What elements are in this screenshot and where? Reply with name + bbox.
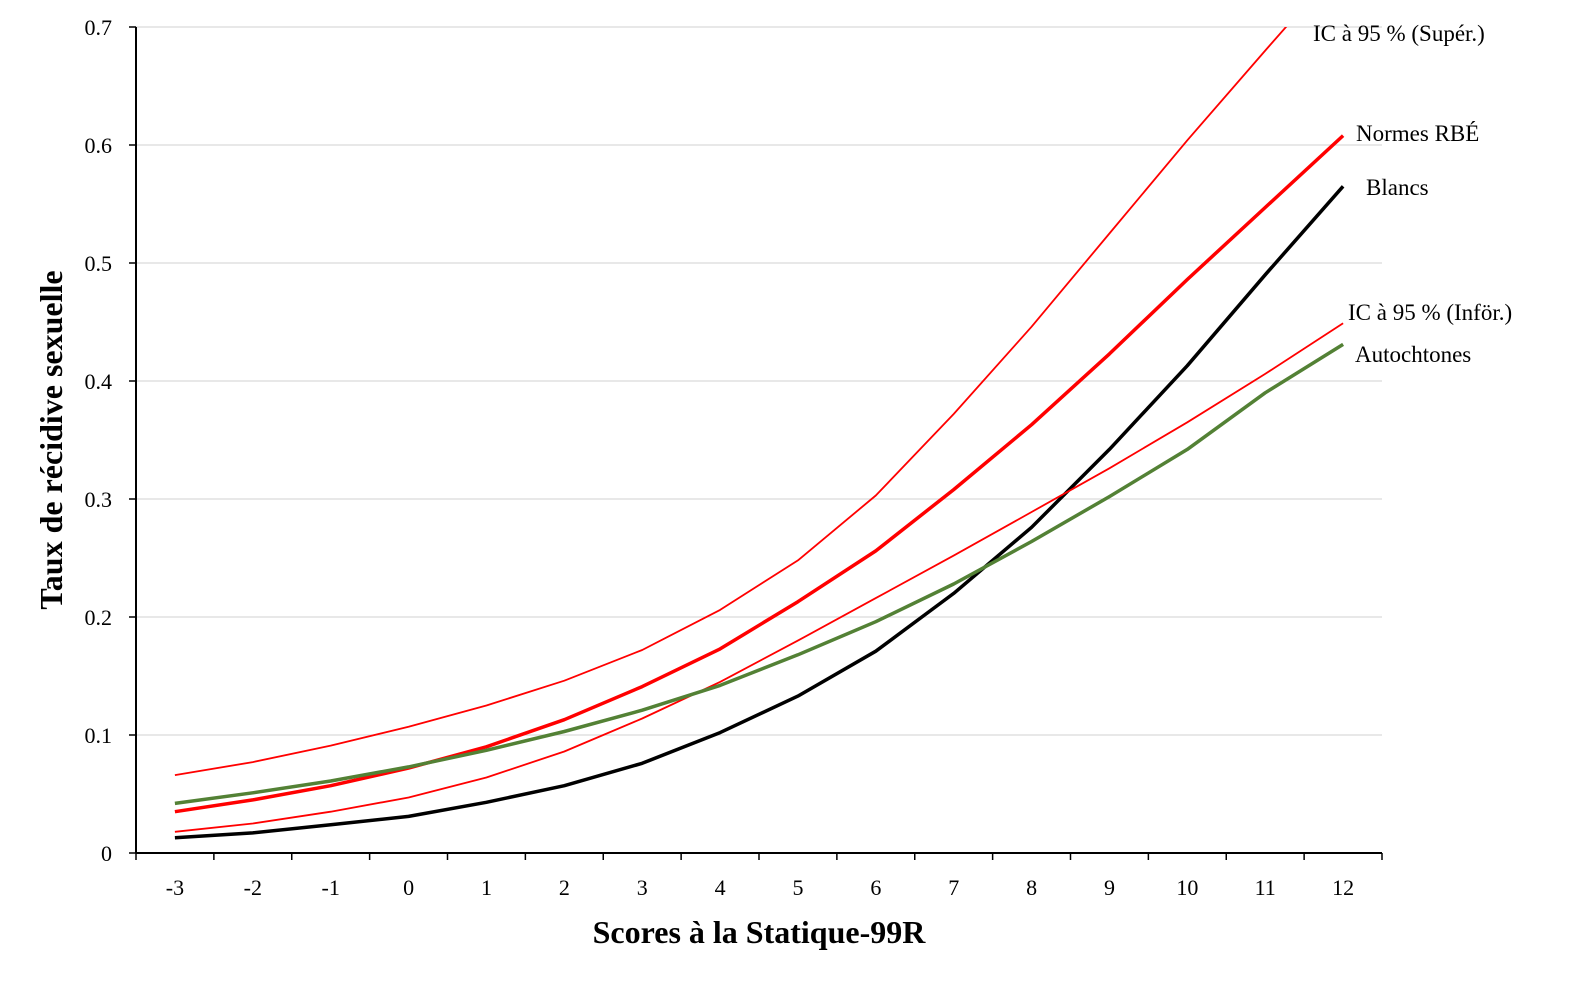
y-tick-label: 0.5: [85, 251, 113, 276]
x-axis-title: Scores à la Statique-99R: [593, 914, 927, 950]
series-labels: IC à 95 % (Supér.) Normes RBÉ Blancs IC à 9…: [1313, 21, 1512, 367]
y-tick-label: 0.7: [85, 15, 113, 40]
x-tick-label: -2: [244, 875, 262, 900]
y-tick-label: 0.3: [85, 487, 113, 512]
gridlines: [136, 26, 1382, 736]
x-tick-label: 10: [1176, 875, 1198, 900]
y-tick-label: 0.2: [85, 605, 113, 630]
series-line-ic-95-inf-r: [174, 322, 1344, 833]
x-tick-label: 12: [1332, 875, 1354, 900]
x-tick-label: 8: [1026, 875, 1037, 900]
series-line-normes-rb: [174, 134, 1345, 814]
y-tick-label: 0: [101, 841, 112, 866]
x-tick-label: 7: [948, 875, 959, 900]
series-label: IC à 95 % (Inför.): [1348, 300, 1512, 325]
series-line-blancs: [174, 185, 1345, 840]
x-tick-label: 5: [792, 875, 803, 900]
x-tick-label: -3: [166, 875, 184, 900]
axes: 00.10.20.30.40.50.60.7-3 -2 -1 0 1 2 3 4 5 6 7 8 9 10…: [85, 15, 1383, 900]
x-tick-label: 2: [559, 875, 570, 900]
x-tick-label: 4: [715, 875, 726, 900]
series-lines: [174, 27, 1345, 840]
x-tick-label: 11: [1255, 875, 1276, 900]
x-tick-label: 1: [481, 875, 492, 900]
y-axis-title: Taux de récidive sexuelle: [33, 270, 69, 609]
series-line-ic-95-sup-r: [174, 27, 1288, 776]
series-label: Autochtones: [1355, 342, 1471, 367]
y-tick-label: 0.1: [85, 723, 113, 748]
x-tick-label: 6: [870, 875, 881, 900]
series-label: Blancs: [1366, 175, 1429, 200]
series-line-autochtones: [174, 342, 1345, 806]
x-tick-label: 3: [637, 875, 648, 900]
series-label: IC à 95 % (Supér.): [1313, 21, 1485, 46]
x-tick-label: -1: [322, 875, 340, 900]
y-tick-label: 0.6: [85, 133, 113, 158]
x-tick-label: 9: [1104, 875, 1115, 900]
x-tick-label: 0: [403, 875, 414, 900]
y-tick-label: 0.4: [85, 369, 113, 394]
series-label: Normes RBÉ: [1356, 121, 1479, 146]
